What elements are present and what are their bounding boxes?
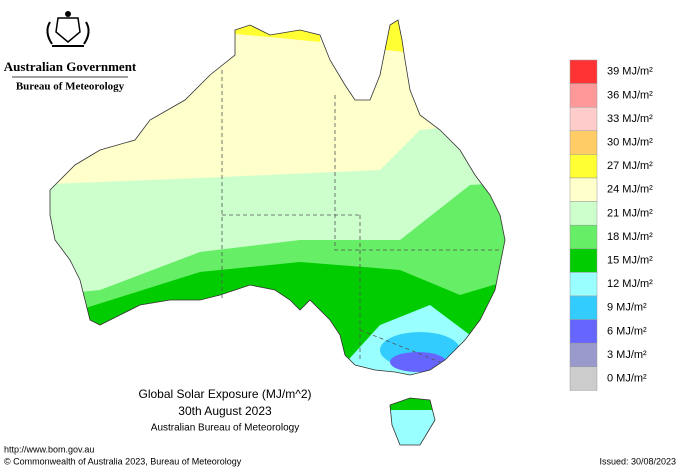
- legend-swatch: [569, 201, 598, 226]
- map-title: Global Solar Exposure (MJ/m^2): [138, 387, 311, 401]
- legend-swatch: [569, 224, 598, 250]
- agency: Australian Government: [4, 59, 137, 74]
- legend-label: 30 MJ/m²: [607, 137, 653, 149]
- legend-swatch: [569, 272, 598, 297]
- legend-swatch: [569, 59, 598, 84]
- legend-label: 12 MJ/m²: [607, 278, 653, 290]
- legend-label: 36 MJ/m²: [607, 89, 653, 101]
- legend-label: 39 MJ/m²: [607, 66, 653, 78]
- legend-swatch: [569, 106, 598, 132]
- url[interactable]: http://www.bom.gov.au: [4, 444, 94, 454]
- copyright: © Commonwealth of Australia 2023, Bureau…: [4, 456, 242, 466]
- legend-swatch: [569, 319, 598, 344]
- map-source: Australian Bureau of Meteorology: [151, 423, 299, 434]
- legend-swatch: [569, 248, 598, 273]
- legend: 39 MJ/m² 36 MJ/m² 33 MJ/m² 30 MJ/m² 27 MJ/m²…: [569, 59, 653, 391]
- legend-label: 27 MJ/m²: [607, 160, 653, 172]
- legend-label: 6 MJ/m²: [607, 325, 647, 337]
- legend-label: 3 MJ/m²: [607, 349, 647, 361]
- legend-swatch: [569, 177, 598, 202]
- legend-label: 0 MJ/m²: [607, 373, 647, 385]
- legend-swatch: [569, 83, 598, 108]
- state-borders: [221, 70, 500, 363]
- legend-label: 24 MJ/m²: [607, 184, 653, 196]
- legend-swatch: [569, 342, 598, 368]
- legend-label: 18 MJ/m²: [607, 231, 653, 243]
- bureau: Bureau of Meteorology: [16, 81, 125, 93]
- issued: Issued: 30/08/2023: [599, 456, 676, 466]
- map-date: 30th August 2023: [178, 404, 272, 418]
- legend-label: 9 MJ/m²: [607, 302, 647, 314]
- legend-label: 21 MJ/m²: [607, 207, 653, 219]
- legend-swatch: [569, 295, 598, 320]
- legend-swatch: [569, 366, 598, 391]
- legend-swatch: [569, 154, 598, 179]
- logo: [46, 11, 90, 47]
- legend-swatch: [569, 130, 598, 155]
- legend-label: 15 MJ/m²: [607, 255, 653, 267]
- legend-label: 33 MJ/m²: [607, 113, 653, 125]
